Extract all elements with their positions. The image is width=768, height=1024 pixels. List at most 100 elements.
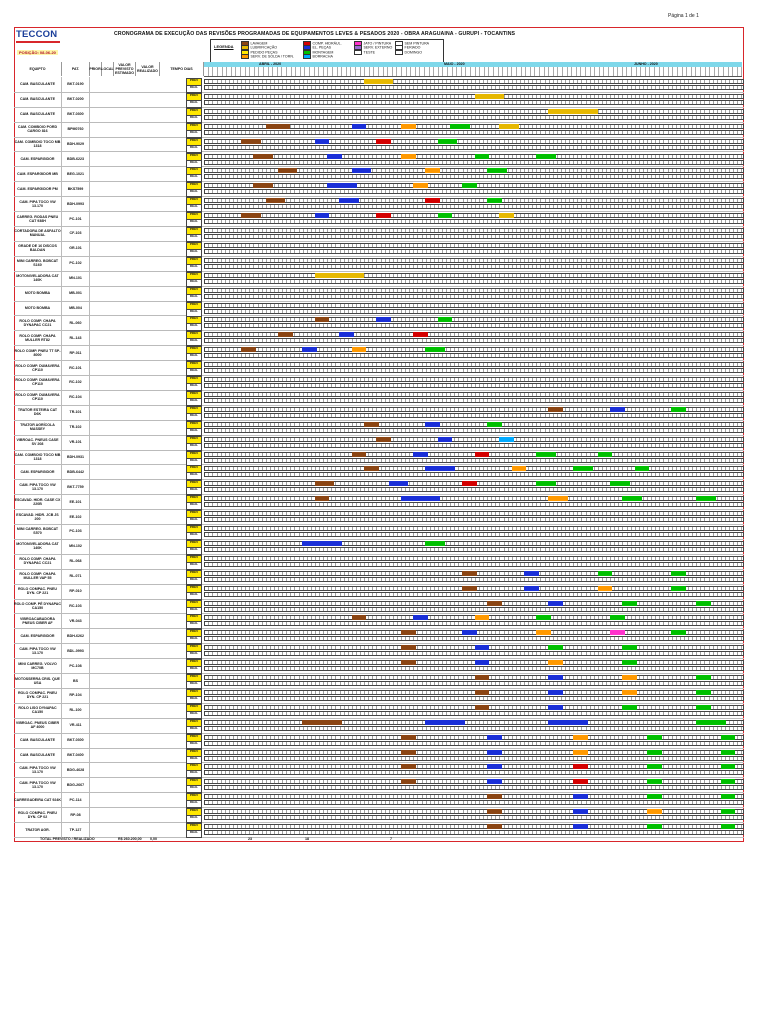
equipment-name: CORTADORA DE ASFALTO MANUAL [14, 226, 62, 241]
schedule-block [573, 779, 588, 785]
table-row: ROLO COMP. CHAPA DYNAPAC CC21 RL-068 PREV R… [14, 553, 744, 570]
patrimony-code: BPM0760 [62, 121, 90, 137]
patrimony-code: RP-08 [62, 807, 90, 823]
schedule-grid [204, 569, 744, 584]
patrimony-code: BDH-0931 [62, 449, 90, 465]
patrimony-code: BDB-6223 [62, 151, 90, 167]
schedule-block [314, 213, 330, 219]
schedule-block [277, 332, 293, 338]
table-row: MINI CARREG. BOBCAT S160 PC-102 PREV REAL [14, 255, 744, 272]
schedule-grid [204, 226, 744, 241]
schedule-grid [204, 703, 744, 718]
real-label: REAL [186, 457, 202, 466]
legend-label: LAVAGEM [250, 41, 268, 46]
legend-item: BORRACHA [303, 54, 333, 60]
schedule-grid [204, 435, 744, 450]
table-row: CAM. ESPARGIDOR BDB-6442 PREV REAL [14, 464, 744, 481]
equipment-name: CAM. ESPARGIDOR MB [14, 166, 62, 182]
table-row: CAM. ESPARGIDOR BDH-6262 PREV REAL [14, 628, 744, 645]
schedule-grid [204, 613, 744, 628]
schedule-block [696, 719, 726, 725]
legend-item: TESTE [354, 49, 376, 55]
equipment-name: ROLO COMPAC. PNEU DYN. CP 02 [14, 807, 62, 823]
schedule-block [339, 198, 359, 204]
legend-label: DOMINGO [404, 50, 423, 55]
schedule-grid [204, 822, 744, 837]
schedule-block [646, 764, 662, 770]
legend-label: TESTE [363, 50, 376, 55]
real-label: REAL [186, 234, 202, 243]
schedule-block [548, 689, 564, 695]
patrimony-code: BKT-0300 [62, 732, 90, 748]
schedule-block [486, 734, 502, 740]
real-label: REAL [186, 487, 202, 496]
table-row: CAM. PIPA TOCO VW 13.170 BKT-7759 PREV REAL [14, 479, 744, 496]
schedule-block [327, 153, 342, 159]
schedule-block [265, 123, 291, 129]
patrimony-code: BS [62, 673, 90, 688]
patrimony-code: BKT-0400 [62, 747, 90, 763]
patrimony-code: PC-103 [62, 524, 90, 539]
real-label: REAL [186, 785, 202, 794]
schedule-block [314, 496, 330, 502]
real-label: REAL [186, 561, 202, 570]
schedule-block [499, 213, 514, 219]
schedule-block [548, 704, 564, 710]
schedule-block [314, 138, 330, 144]
schedule-block [474, 93, 505, 99]
table-row: MINI CARREG. BOBCAT S570 PC-103 PREV REAL [14, 524, 744, 541]
schedule-block [536, 153, 556, 159]
equipment-name: ROLO COMP. CHAPA DYNAPAC CC21 [14, 553, 62, 569]
table-row: CAM. PIPA TOCO VW 13.170 BDG-2667 PREV REAL [14, 777, 744, 794]
real-label: REAL [186, 85, 202, 93]
legend-label: JATO / PINTURA [363, 41, 392, 46]
day-columns [204, 67, 742, 77]
equipment-name: MOTO BOMBA [14, 300, 62, 316]
company-logo: TECCON [16, 30, 60, 43]
schedule-block [486, 168, 507, 174]
schedule-block [646, 824, 662, 830]
real-label: REAL [186, 412, 202, 421]
company-name: TECCON [16, 29, 58, 40]
equipment-name: CAM. ESPARGIDOR [14, 628, 62, 644]
schedule-grid [204, 256, 744, 271]
schedule-grid [204, 509, 744, 524]
schedule-grid [204, 286, 744, 301]
schedule-block [486, 198, 502, 204]
schedule-block [486, 764, 502, 770]
schedule-block [486, 779, 502, 785]
schedule-block [240, 347, 256, 353]
real-label: REAL [186, 681, 202, 690]
table-row: TRATOR ESTEIRA CAT D6K TR-101 PREV REAL [14, 404, 744, 421]
legend-swatch [303, 54, 311, 60]
equipment-name: ROLO COMP. CHAPA MULLER VAP 55 [14, 568, 62, 584]
patrimony-code: RC-102 [62, 375, 90, 390]
equipment-name: ROLO COMP. PNEU TT SP-8000 [14, 345, 62, 361]
schedule-grid [204, 152, 744, 167]
legend-label: SERV. DE SOLDA / TORN. [250, 54, 294, 59]
schedule-block [646, 749, 662, 755]
patrimony-code: PC-108 [62, 658, 90, 674]
schedule-grid [204, 688, 744, 703]
schedule-block [573, 824, 588, 830]
schedule-block [597, 585, 613, 591]
equipment-name: CAM. PIPA TOCO VW 13.170 [14, 643, 62, 659]
legend-label: SERV. EXTERNO [363, 45, 393, 50]
month-june: JUNHO - 2020 [634, 62, 658, 66]
schedule-grid [204, 539, 744, 554]
schedule-block [536, 451, 556, 457]
schedule-grid [204, 673, 744, 688]
real-label: REAL [186, 114, 202, 123]
patrimony-code: BKS7599 [62, 181, 90, 197]
patrimony-code: BDH-0993 [62, 196, 90, 212]
equipment-name: ROLO COMPAC. PNEU DYN. CP 221 [14, 583, 62, 599]
schedule-block [548, 675, 564, 681]
schedule-block [351, 168, 372, 174]
table-row: MOTO BOMBA MB-001 PREV REAL [14, 285, 744, 302]
table-row: GRADE DE 16 DISCOS BALDAN GR-101 PREV REAL [14, 240, 744, 257]
real-label: REAL [186, 189, 202, 198]
patrimony-code: BKT-0300 [62, 106, 90, 122]
patrimony-code: VR-043 [62, 613, 90, 629]
real-label: REAL [186, 293, 202, 302]
patrimony-code: RP-010 [62, 583, 90, 599]
